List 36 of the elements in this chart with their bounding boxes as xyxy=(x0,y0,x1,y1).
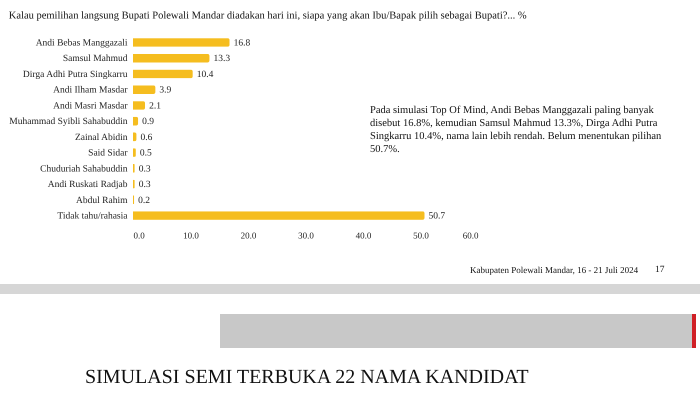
x-tick-label: 0.0 xyxy=(134,230,146,240)
text: SIMULASI SEMI TERBUKA 22 NAMA KANDIDAT xyxy=(85,365,530,390)
chart-title: Kalau pemilihan langsung Bupati Polewali Mandar diadakan hari ini, siapa yang akan Ibu/Bapak pilih sebagai Bupati?... % xyxy=(8,10,527,22)
data-label: 0.5 xyxy=(140,148,152,159)
x-tick-label: 10.0 xyxy=(183,230,200,240)
y-tick-label: Chuduriah Sahabuddin xyxy=(40,164,128,174)
text: 17 xyxy=(655,265,666,277)
data-label: 2.1 xyxy=(149,101,162,112)
data-label: 0.2 xyxy=(138,196,150,206)
x-tick-label: 30.0 xyxy=(298,230,314,240)
text: Kabupaten Polewali Mandar, 16 - 21 Juli 2024 xyxy=(470,265,640,276)
x-tick-label: 50.0 xyxy=(413,230,430,240)
annotation: Pada simulasi Top Of Mind, Andi Bebas Manggazali paling banyak disebut 16.8%, kemudian Samsul Mahmud 13.3%, Dirga Adhi Putra Singkarru 10.4%, nama lain lebih rendah. Belum menentukan pilihan 50.7%. xyxy=(370,104,662,156)
x-tick-label: 20.0 xyxy=(240,230,257,240)
data-label: 0.3 xyxy=(138,164,151,174)
y-tick-label: Andi Ruskati Radjab xyxy=(48,180,128,190)
x-tick-label: 60.0 xyxy=(462,230,479,240)
data-label: 0.6 xyxy=(140,132,153,143)
y-tick-label: Tidak tahu/rahasia xyxy=(57,212,128,222)
y-tick-label: Muhammad Syibli Sahabuddin xyxy=(9,117,128,128)
y-tick-label: Andi Masri Masdar xyxy=(53,101,128,112)
data-label: 50.7 xyxy=(428,212,446,222)
data-label: 10.4 xyxy=(196,70,214,80)
data-label: 0.9 xyxy=(142,117,154,128)
x-tick-label: 40.0 xyxy=(356,230,372,240)
y-tick-label: Andi Bebas Manggazali xyxy=(36,38,128,48)
y-tick-label: Said Sidar xyxy=(88,148,128,159)
y-tick-label: Samsul Mahmud xyxy=(62,54,128,64)
y-tick-label: Dirga Adhi Putra Singkarru xyxy=(22,70,128,80)
y-tick-label: Zainal Abidin xyxy=(74,132,128,143)
data-label: 13.3 xyxy=(213,54,230,64)
y-tick-label: Abdul Rahim xyxy=(76,196,128,206)
data-label: 0.3 xyxy=(138,180,151,190)
data-label: 16.8 xyxy=(234,38,250,48)
y-tick-label: Andi Ilham Masdar xyxy=(53,86,128,96)
data-label: 3.9 xyxy=(159,86,172,96)
